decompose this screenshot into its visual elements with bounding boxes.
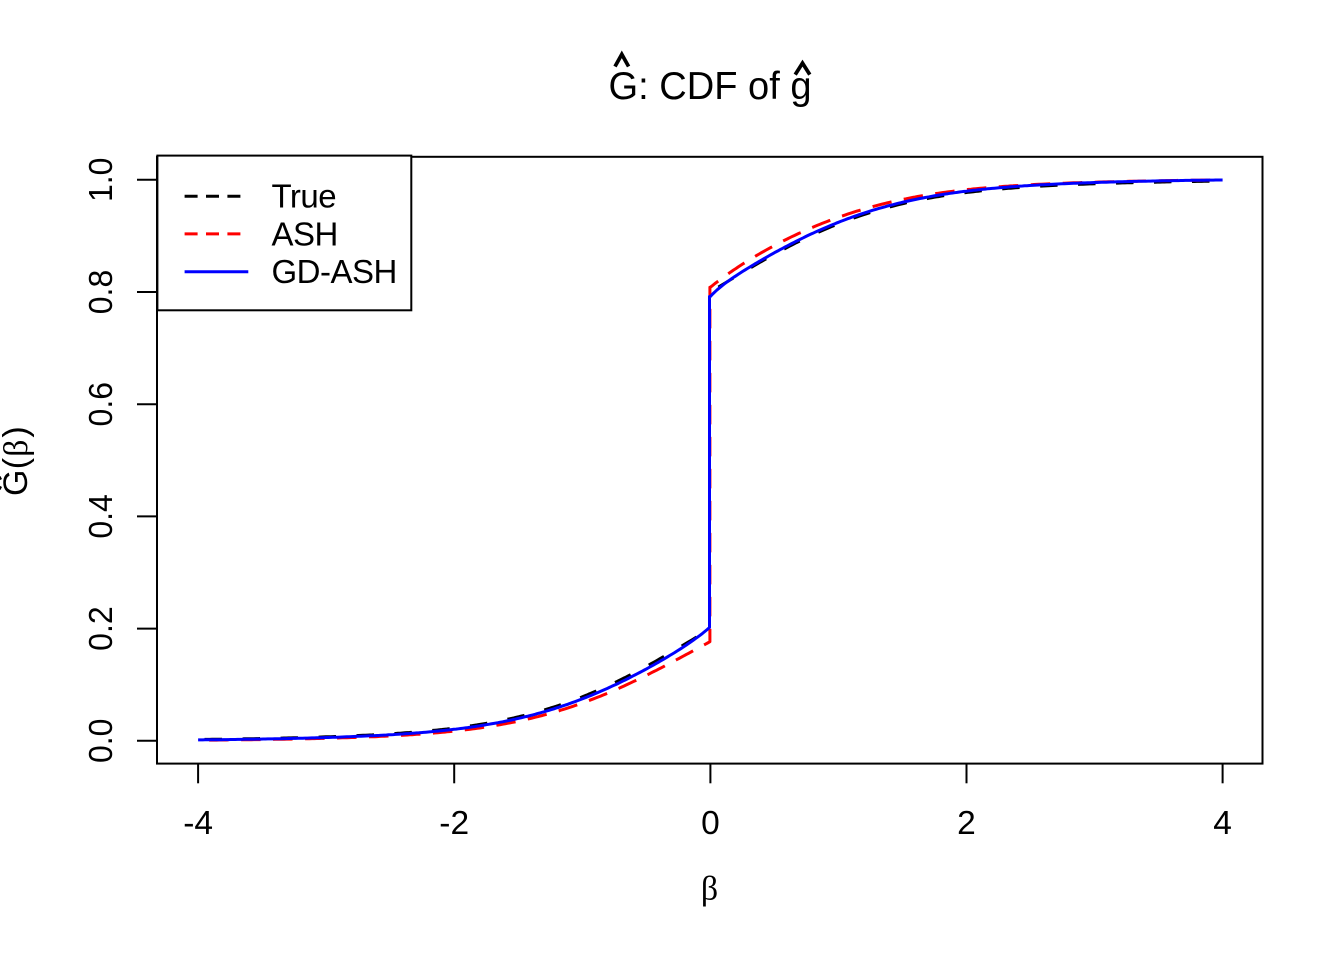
svg-text:-4: -4	[183, 805, 213, 842]
svg-text:ASH: ASH	[272, 215, 338, 252]
svg-text:True: True	[272, 178, 337, 215]
svg-text:2: 2	[957, 805, 976, 842]
svg-text:GD-ASH: GD-ASH	[272, 253, 397, 290]
svg-text:G(β): G(β)	[0, 426, 35, 496]
svg-text:4: 4	[1213, 805, 1232, 842]
svg-text:0.8: 0.8	[83, 270, 120, 315]
svg-text:1.0: 1.0	[83, 158, 120, 203]
svg-text:0.0: 0.0	[83, 719, 120, 764]
svg-text:0.6: 0.6	[83, 382, 120, 427]
svg-text:-2: -2	[439, 805, 469, 842]
svg-text:β: β	[701, 871, 718, 908]
svg-text:G: CDF of g: G: CDF of g	[609, 65, 812, 108]
svg-text:0.2: 0.2	[83, 606, 120, 651]
svg-text:0.4: 0.4	[83, 494, 120, 539]
svg-text:0: 0	[701, 805, 720, 842]
